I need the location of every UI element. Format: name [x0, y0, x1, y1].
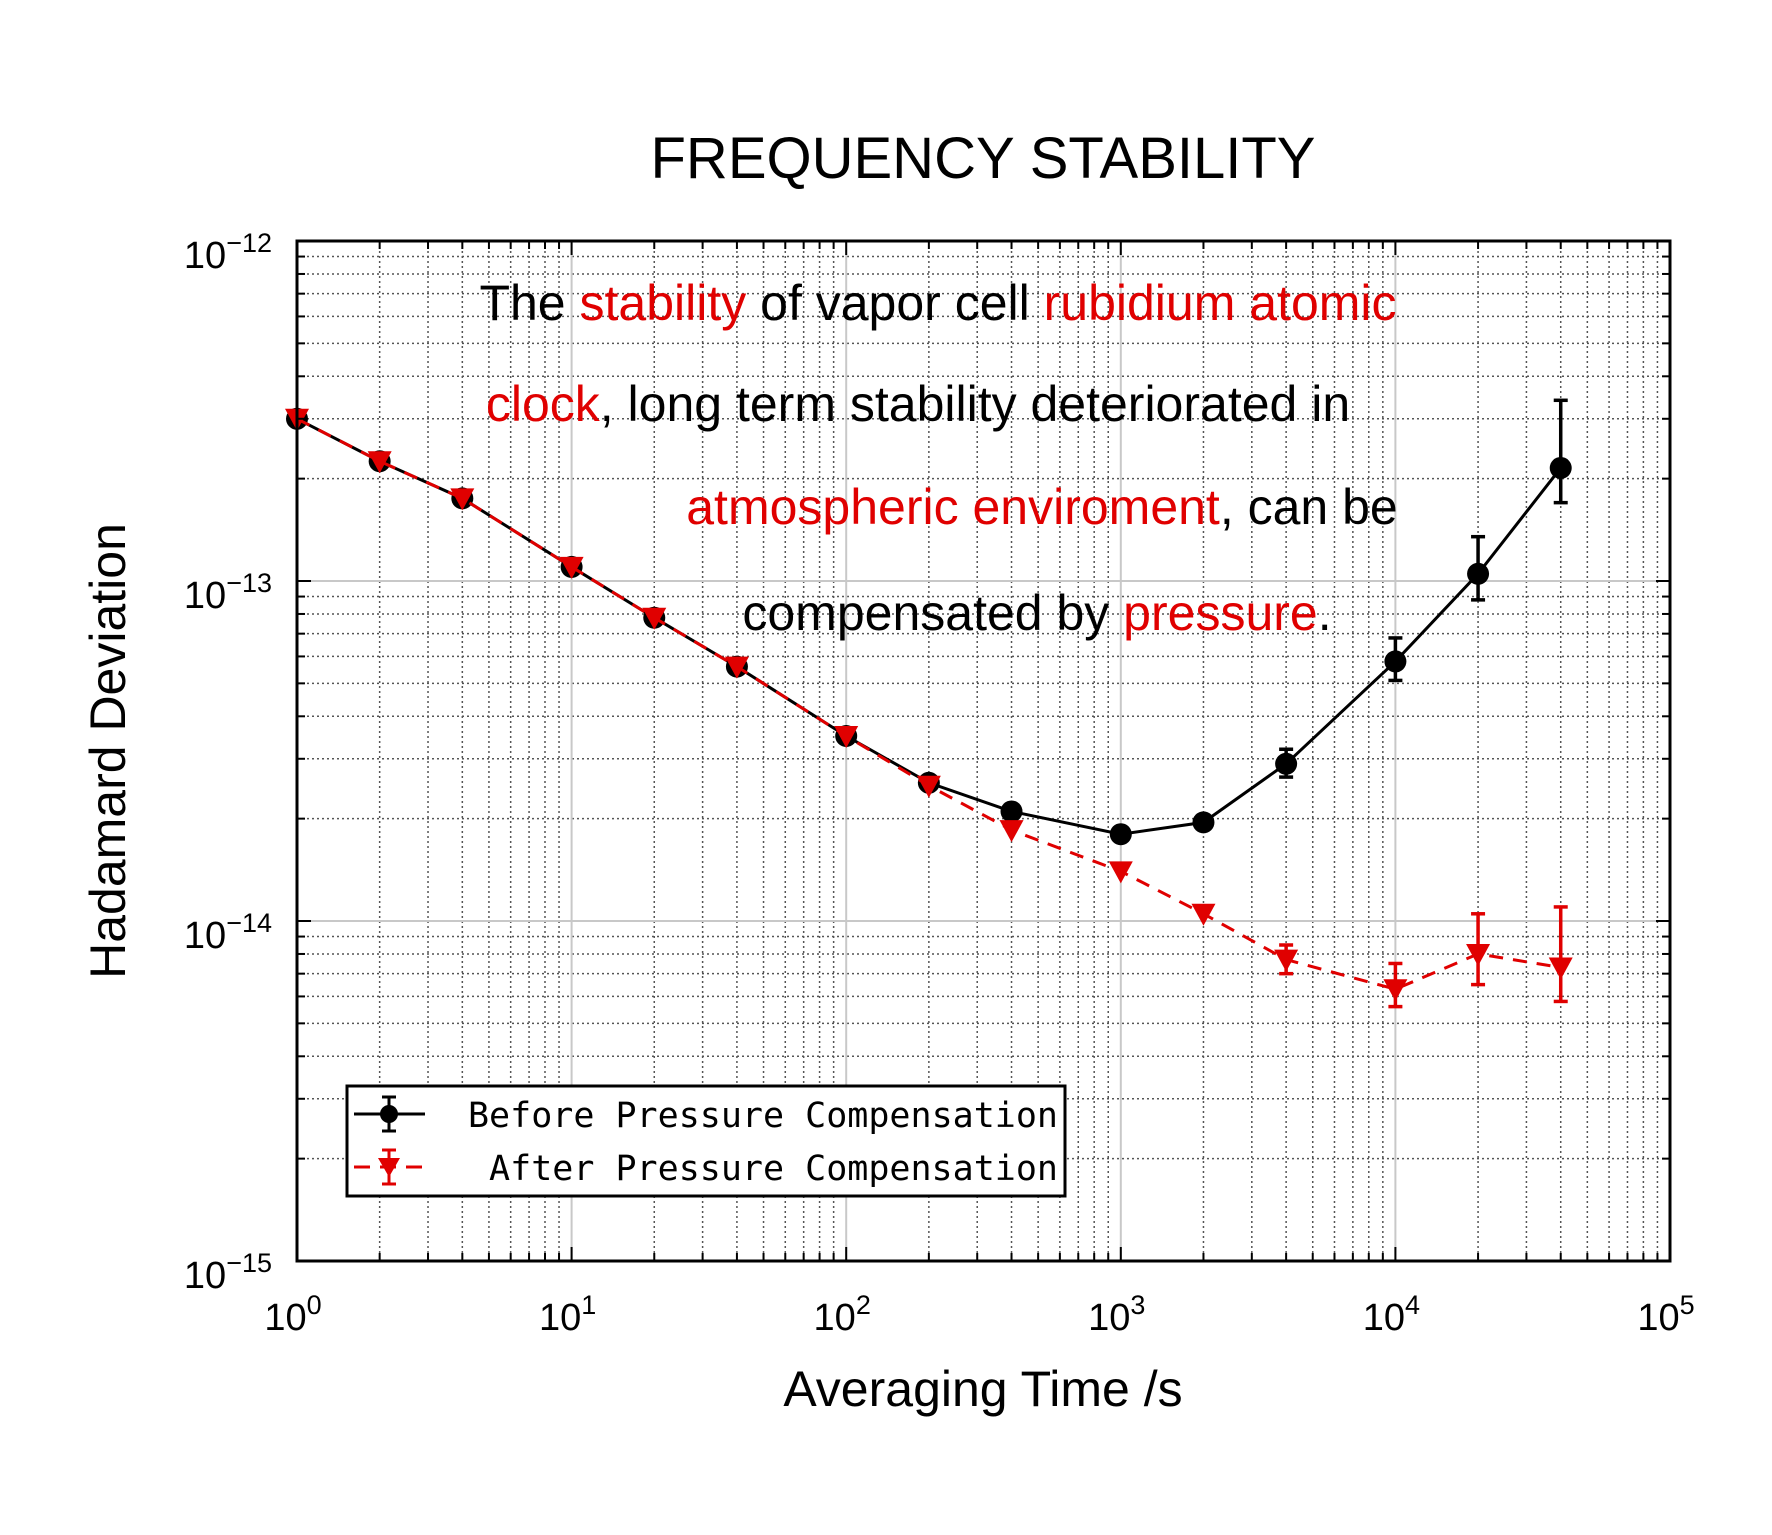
- x-tick-label: 101: [539, 1290, 596, 1339]
- legend-swatch-marker-before: [380, 1105, 398, 1123]
- legend-label-after: After Pressure Compensation: [489, 1149, 1058, 1189]
- legend-label-before: Before Pressure Compensation: [468, 1096, 1058, 1136]
- legend-box: [345, 1084, 1067, 1198]
- annotation-segment: stability: [580, 275, 747, 331]
- data-point-triangle: [1191, 903, 1216, 926]
- data-point-triangle: [1108, 861, 1133, 884]
- annotation-segment: , long term stability deteriorated in: [600, 376, 1350, 432]
- annotation-segment: pressure: [1123, 585, 1318, 641]
- y-tick-label: 10−13: [184, 568, 272, 617]
- series-layer: [285, 398, 1573, 1009]
- annotation-line: compensated by pressure.: [742, 585, 1331, 641]
- legend: Before Pressure Compensation After Press…: [345, 1084, 1067, 1198]
- plot-frame: [295, 239, 1672, 1263]
- annotation-segment: of vapor cell: [746, 275, 1043, 331]
- data-point-triangle: [1383, 979, 1408, 1002]
- data-point-triangle: [642, 607, 667, 630]
- series-after: [285, 408, 1573, 1009]
- y-tick-label: 10−15: [184, 1248, 272, 1297]
- major-grid: [297, 241, 1670, 1261]
- annotation-segment: clock: [486, 376, 601, 432]
- annotation-segment: .: [1318, 585, 1332, 641]
- data-point-triangle: [1274, 949, 1299, 972]
- annotation-segment: The: [479, 275, 579, 331]
- data-point-triangle: [916, 775, 941, 798]
- data-point-circle: [1109, 823, 1132, 846]
- annotation-line: atmospheric enviroment, can be: [686, 479, 1397, 535]
- y-axis-label: Hadamard Deviation: [80, 523, 136, 979]
- legend-entry-before: Before Pressure Compensation: [354, 1095, 1058, 1136]
- y-tick-label: 10−12: [184, 228, 272, 277]
- data-point-triangle: [559, 556, 584, 579]
- annotation-segment: , can be: [1220, 479, 1398, 535]
- x-tick-label: 103: [1088, 1290, 1145, 1339]
- chart-title: FREQUENCY STABILITY: [651, 126, 1316, 191]
- data-point-circle: [1192, 811, 1215, 834]
- data-point-circle: [1275, 752, 1298, 775]
- data-point-triangle: [999, 820, 1024, 843]
- tick-labels: 100 101 102 103 104 105 10−12 10−13 10−14 10−15: [184, 228, 1695, 1339]
- data-point-triangle: [1466, 943, 1491, 966]
- data-point-circle: [1549, 456, 1572, 479]
- annotation-segment: compensated by: [742, 585, 1123, 641]
- x-tick-label: 104: [1363, 1290, 1420, 1339]
- data-point-circle: [1384, 650, 1407, 673]
- legend-swatch-marker-after: [378, 1158, 400, 1177]
- data-point-circle: [1000, 800, 1023, 823]
- annotation-line: The stability of vapor cell rubidium ato…: [479, 275, 1396, 331]
- x-tick-label: 100: [264, 1290, 321, 1339]
- annotation-segment: atmospheric enviroment: [686, 479, 1220, 535]
- y-tick-label: 10−14: [184, 908, 272, 957]
- data-point-circle: [1467, 562, 1490, 585]
- x-axis-label: Averaging Time /s: [783, 1361, 1182, 1417]
- axis-ticks: [296, 240, 1671, 1262]
- annotation-segment: rubidium atomic: [1044, 275, 1397, 331]
- data-point-triangle: [834, 726, 859, 749]
- legend-entry-after: After Pressure Compensation: [354, 1148, 1058, 1189]
- data-point-triangle: [367, 451, 392, 474]
- annotation-line: clock, long term stability deteriorated …: [486, 376, 1350, 432]
- x-tick-label: 105: [1637, 1290, 1694, 1339]
- x-tick-label: 102: [814, 1290, 871, 1339]
- annotation-text: The stability of vapor cell rubidium ato…: [479, 275, 1397, 641]
- data-point-triangle: [450, 488, 475, 511]
- data-point-triangle: [1548, 957, 1573, 980]
- data-point-triangle: [724, 656, 749, 679]
